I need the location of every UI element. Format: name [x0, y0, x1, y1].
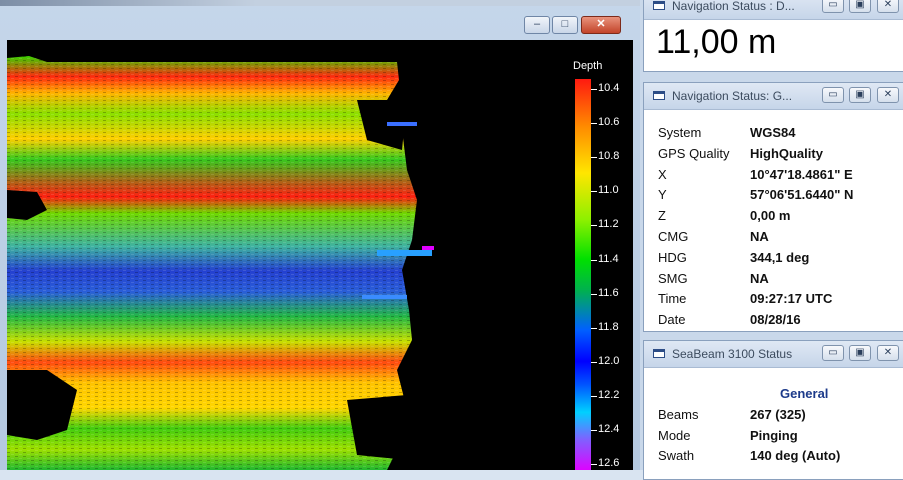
legend-tick	[591, 191, 597, 193]
gps-panel-titlebar[interactable]: Navigation Status: G... ▭ ▣ ✕	[644, 83, 903, 110]
depth-colorbar	[575, 79, 591, 470]
seabeam-status-value: 140 deg (Auto)	[750, 448, 841, 463]
legend-label: 11.0	[598, 184, 619, 197]
gps-status-value: NA	[750, 270, 769, 286]
panel-maximize-button[interactable]: ▣	[849, 0, 871, 13]
gps-status-value: 57°06'51.6440" N	[750, 187, 854, 203]
legend-label: 11.6	[598, 286, 619, 299]
gps-status-key: CMG	[658, 229, 689, 244]
gps-status-key: Y	[658, 187, 667, 203]
depth-map-titlebar[interactable]: – □ ✕	[0, 0, 640, 40]
panel-minimize-button[interactable]: ▭	[822, 87, 844, 103]
legend-label: 12.2	[598, 388, 620, 401]
legend-tick	[591, 157, 597, 159]
window-icon	[653, 1, 665, 10]
gps-status-key: SMG	[658, 270, 688, 286]
seabeam-status-value: Pinging	[750, 427, 798, 443]
gps-status-value: 344,1 deg	[750, 249, 810, 265]
panel-close-button[interactable]: ✕	[877, 0, 899, 13]
seabeam-status-key: Mode	[658, 427, 691, 443]
minimize-button[interactable]: –	[524, 16, 550, 34]
window-top-strip	[0, 0, 640, 6]
seabeam-status-key: Swath	[658, 448, 695, 463]
legend-label: 11.2	[598, 218, 619, 231]
legend-label: 11.4	[598, 252, 619, 265]
legend-title: Depth	[573, 60, 603, 72]
panel-maximize-button[interactable]: ▣	[849, 87, 871, 103]
depth-value: 11,00 m	[656, 23, 777, 61]
window-icon	[653, 349, 665, 358]
legend-tick	[591, 464, 597, 466]
gps-status-key: Time	[658, 291, 687, 307]
window-icon	[653, 91, 665, 100]
gps-status-key: HDG	[658, 249, 687, 265]
legend-label: 10.6	[598, 116, 620, 129]
panel-maximize-button[interactable]: ▣	[849, 345, 871, 361]
gps-status-key: GPS Quality	[658, 145, 730, 161]
gps-status-value: 0,00 m	[750, 208, 791, 224]
legend-tick	[591, 89, 597, 90]
status-panels: Navigation Status : D... ▭ ▣ ✕ 11,00 m N…	[640, 0, 903, 480]
legend-tick	[591, 293, 597, 295]
legend-tick	[591, 395, 597, 397]
section-header-general: General	[780, 386, 829, 401]
legend-tick	[591, 259, 597, 261]
gps-status-key: X	[658, 166, 667, 182]
depth-map-window: – □ ✕	[0, 0, 640, 470]
seabeam-panel-title: SeaBeam 3100 Status	[672, 347, 793, 361]
gps-status-value: NA	[750, 229, 769, 244]
seabeam-panel-titlebar[interactable]: SeaBeam 3100 Status ▭ ▣ ✕	[644, 341, 903, 368]
legend-tick	[591, 327, 597, 329]
seabeam-status-panel: SeaBeam 3100 Status ▭ ▣ ✕ General Beams 2…	[643, 340, 903, 480]
gps-panel-title: Navigation Status: G...	[672, 89, 793, 103]
gps-status-panel: Navigation Status: G... ▭ ▣ ✕ System WGS8…	[643, 82, 903, 332]
legend-tick	[591, 430, 597, 431]
legend-label: 10.8	[598, 150, 620, 163]
bathymetry-swath-image	[7, 56, 434, 470]
panel-minimize-button[interactable]: ▭	[822, 0, 844, 13]
panel-minimize-button[interactable]: ▭	[822, 345, 844, 361]
gps-status-value: 08/28/16	[750, 312, 801, 328]
legend-tick	[591, 361, 597, 363]
panel-close-button[interactable]: ✕	[877, 87, 899, 103]
gps-status-key: Date	[658, 312, 686, 328]
gps-status-value: 10°47'18.4861" E	[750, 166, 853, 182]
legend-tick	[591, 225, 597, 227]
panel-close-button[interactable]: ✕	[877, 345, 899, 361]
seabeam-status-value: 267 (325)	[750, 407, 806, 422]
legend-label: 12.4	[598, 423, 620, 435]
close-button[interactable]: ✕	[581, 16, 621, 34]
legend-label: 11.8	[598, 320, 619, 333]
bathymetry-canvas[interactable]: Depth 10.4 10.6 10.8 11.0 11.2 11.4 11.6 11.8 12…	[7, 40, 633, 470]
gps-status-key: Z	[658, 208, 666, 224]
gps-status-value: 09:27:17 UTC	[750, 291, 833, 307]
gps-status-value: HighQuality	[750, 145, 823, 161]
depth-panel-titlebar[interactable]: Navigation Status : D... ▭ ▣ ✕	[644, 0, 903, 20]
depth-panel-title: Navigation Status : D...	[672, 0, 795, 13]
legend-label: 10.4	[598, 82, 620, 94]
gps-status-value: WGS84	[750, 125, 796, 140]
legend-tick	[591, 123, 597, 125]
maximize-button[interactable]: □	[552, 16, 578, 34]
gps-status-key: System	[658, 125, 702, 140]
seabeam-status-key: Beams	[658, 407, 699, 422]
legend-label: 12.0	[598, 354, 620, 367]
legend-label: 12.6	[598, 457, 620, 470]
depth-status-panel: Navigation Status : D... ▭ ▣ ✕ 11,00 m	[643, 0, 903, 72]
